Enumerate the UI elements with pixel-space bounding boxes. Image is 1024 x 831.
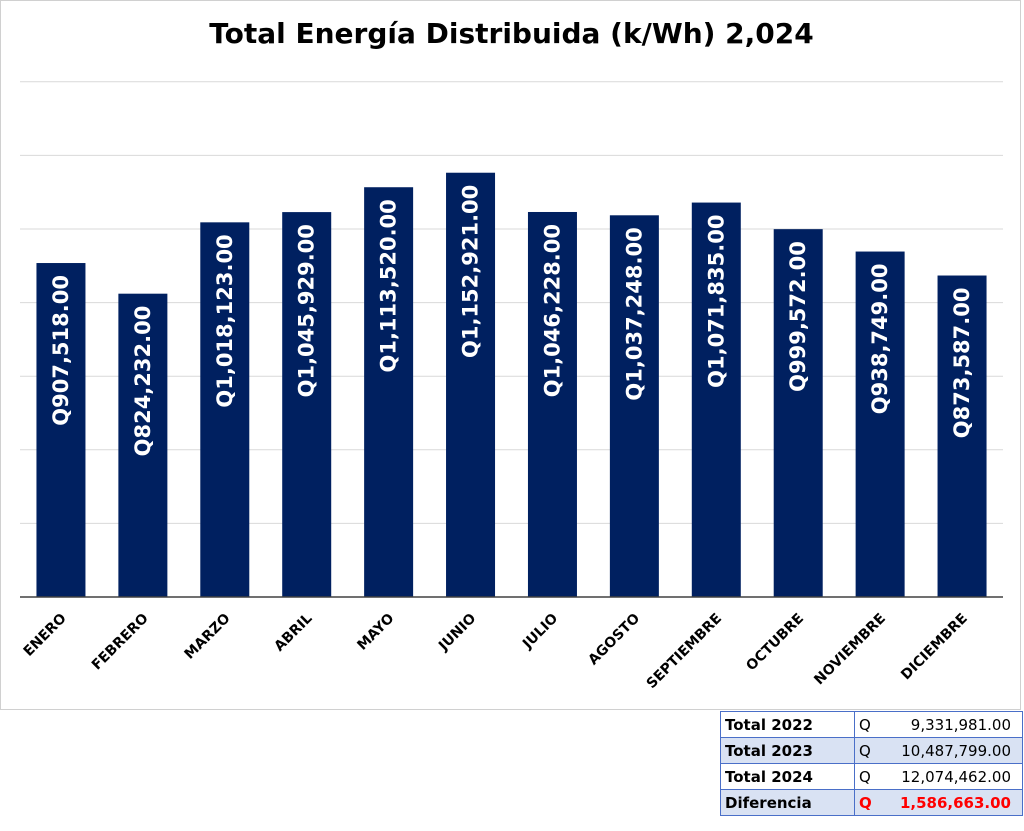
bar [446, 172, 496, 597]
totals-amount: 1,586,663.00 [899, 793, 1011, 812]
category-label: MAYO [354, 610, 397, 653]
data-label: Q1,018,123.00 [213, 234, 237, 407]
category-label: AGOSTO [585, 610, 643, 668]
currency-symbol: Q [859, 767, 871, 786]
category-label: DICIEMBRE [898, 611, 971, 684]
bar [937, 275, 987, 597]
data-label: Q1,071,835.00 [704, 215, 728, 388]
currency-symbol: Q [859, 715, 871, 734]
totals-row-2022: Total 2022 Q 9,331,981.00 [720, 711, 1023, 738]
totals-row-2024: Total 2024 Q 12,074,462.00 [720, 763, 1023, 790]
totals-label: Total 2024 [720, 763, 855, 790]
totals-label: Diferencia [720, 789, 855, 816]
category-label: NOVIEMBRE [811, 611, 889, 689]
data-label: Q1,046,228.00 [540, 224, 564, 397]
category-label: MARZO [182, 610, 234, 662]
bar [118, 293, 168, 597]
category-label: ENERO [21, 610, 70, 659]
chart-frame: Total Energía Distribuida (k/Wh) 2,024 Q… [0, 0, 1021, 710]
bar [773, 229, 823, 597]
category-label: FEBRERO [89, 610, 152, 673]
bar [527, 211, 577, 597]
bar [609, 215, 659, 598]
totals-table: Total 2022 Q 9,331,981.00 Total 2023 Q 10,… [720, 711, 1023, 816]
bar [200, 222, 250, 597]
totals-label: Total 2022 [720, 711, 855, 738]
category-label: SEPTIEMBRE [644, 611, 725, 692]
category-label: JULIO [519, 610, 561, 652]
data-label: Q824,232.00 [131, 306, 155, 457]
totals-row-difference: Diferencia Q 1,586,663.00 [720, 789, 1023, 816]
totals-value: Q 9,331,981.00 [854, 711, 1023, 738]
currency-symbol: Q [859, 741, 871, 760]
data-label: Q938,749.00 [868, 264, 892, 415]
data-label: Q907,518.00 [49, 275, 73, 426]
chart-title: Total Energía Distribuida (k/Wh) 2,024 [209, 17, 814, 50]
bar [36, 263, 86, 597]
data-label: Q1,152,921.00 [459, 185, 483, 358]
data-label: Q1,113,520.00 [377, 199, 401, 372]
data-label: Q873,587.00 [950, 288, 974, 439]
category-label: OCTUBRE [743, 611, 807, 675]
bar [691, 202, 741, 598]
bar [282, 212, 332, 597]
bar [364, 187, 414, 597]
data-label: Q999,572.00 [786, 241, 810, 392]
bar [855, 251, 905, 597]
totals-value: Q 1,586,663.00 [854, 789, 1023, 816]
totals-amount: 9,331,981.00 [910, 715, 1011, 734]
bar-chart: Q907,518.00 ENERO Q824,232.00 FEBRERO Q1,018… [20, 81, 1003, 692]
totals-value: Q 10,487,799.00 [854, 737, 1023, 764]
currency-symbol: Q [859, 793, 872, 812]
totals-amount: 12,074,462.00 [901, 767, 1011, 786]
category-label: ABRIL [271, 610, 315, 654]
data-label: Q1,037,248.00 [622, 227, 646, 400]
totals-row-2023: Total 2023 Q 10,487,799.00 [720, 737, 1023, 764]
totals-amount: 10,487,799.00 [901, 741, 1011, 760]
totals-label: Total 2023 [720, 737, 855, 764]
category-label: JUNIO [435, 610, 479, 654]
data-label: Q1,045,929.00 [295, 224, 319, 397]
totals-value: Q 12,074,462.00 [854, 763, 1023, 790]
